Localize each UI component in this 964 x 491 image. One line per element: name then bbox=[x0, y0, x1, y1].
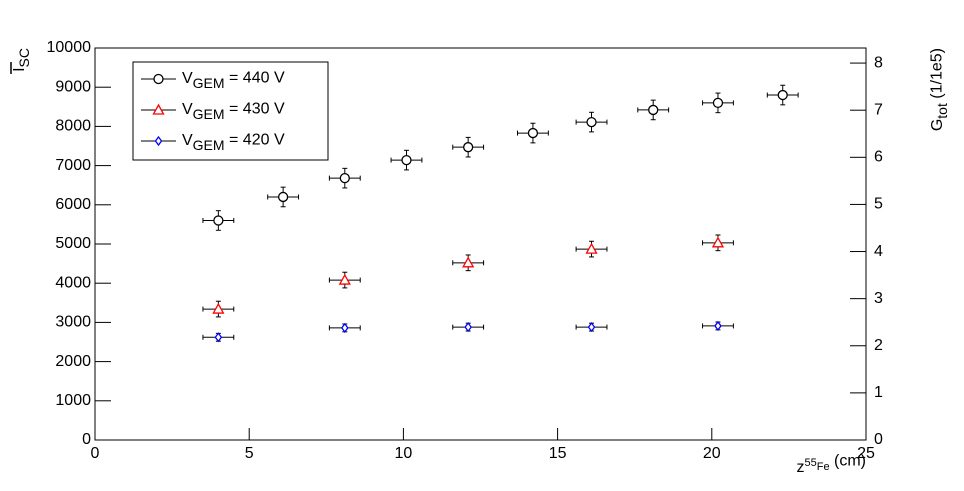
data-point bbox=[463, 142, 474, 153]
x-tick-label: 0 bbox=[91, 445, 100, 462]
y-axis-label: ISC bbox=[11, 48, 31, 72]
x-tick-label: 25 bbox=[857, 445, 875, 462]
y-tick-label: 2000 bbox=[55, 353, 91, 370]
y-tick-label: 5000 bbox=[55, 235, 91, 252]
legend-label: VGEM = 430 V bbox=[182, 101, 285, 122]
data-point bbox=[712, 97, 724, 109]
data-point bbox=[340, 322, 349, 333]
x-tick-label: 10 bbox=[395, 445, 413, 462]
legend-marker bbox=[152, 103, 165, 115]
legend-label: VGEM = 440 V bbox=[182, 70, 285, 91]
y2-tick-label: 0 bbox=[874, 431, 883, 448]
y2-tick-label: 2 bbox=[874, 337, 883, 354]
x-tick-label: 15 bbox=[549, 445, 567, 462]
data-point bbox=[213, 215, 224, 226]
data-point bbox=[214, 332, 223, 343]
y-tick-label: 10000 bbox=[47, 39, 92, 56]
y-tick-label: 7000 bbox=[55, 157, 91, 174]
data-point bbox=[648, 104, 659, 116]
data-point bbox=[338, 273, 351, 285]
data-point bbox=[339, 172, 350, 184]
data-point bbox=[212, 302, 225, 314]
y-tick-label: 9000 bbox=[55, 78, 91, 95]
y2-tick-label: 1 bbox=[874, 384, 883, 401]
y-tick-label: 4000 bbox=[55, 274, 91, 291]
data-point bbox=[587, 322, 596, 333]
legend-marker bbox=[154, 135, 163, 147]
data-point bbox=[462, 256, 475, 268]
legend-box bbox=[132, 61, 329, 161]
y2-tick-label: 7 bbox=[874, 101, 883, 118]
data-point bbox=[777, 89, 788, 101]
legend-label: VGEM = 420 V bbox=[182, 132, 285, 153]
y2-axis-label: Gtot (1/1e5) bbox=[929, 48, 950, 131]
data-point bbox=[714, 320, 722, 332]
y-tick-label: 3000 bbox=[55, 314, 91, 331]
y2-tick-label: 4 bbox=[874, 243, 883, 260]
x-tick-label: 20 bbox=[703, 445, 721, 462]
data-point bbox=[277, 191, 289, 203]
y2-tick-label: 5 bbox=[874, 196, 883, 213]
y2-tick-label: 3 bbox=[874, 290, 883, 307]
data-point bbox=[586, 116, 597, 128]
y-tick-label: 1000 bbox=[55, 392, 91, 409]
y2-tick-label: 6 bbox=[874, 149, 883, 166]
y2-tick-label: 8 bbox=[874, 54, 883, 71]
x-tick-label: 5 bbox=[245, 445, 254, 462]
data-point bbox=[585, 242, 598, 254]
y-tick-label: 6000 bbox=[55, 196, 91, 213]
y-tick-label: 0 bbox=[82, 431, 91, 448]
x-axis-label: z55Fe (cm) bbox=[796, 453, 866, 477]
data-point bbox=[401, 154, 412, 166]
data-point bbox=[711, 236, 725, 248]
data-point bbox=[527, 127, 539, 139]
data-point bbox=[464, 322, 472, 333]
legend-marker bbox=[153, 73, 164, 85]
y-tick-label: 8000 bbox=[55, 118, 91, 135]
